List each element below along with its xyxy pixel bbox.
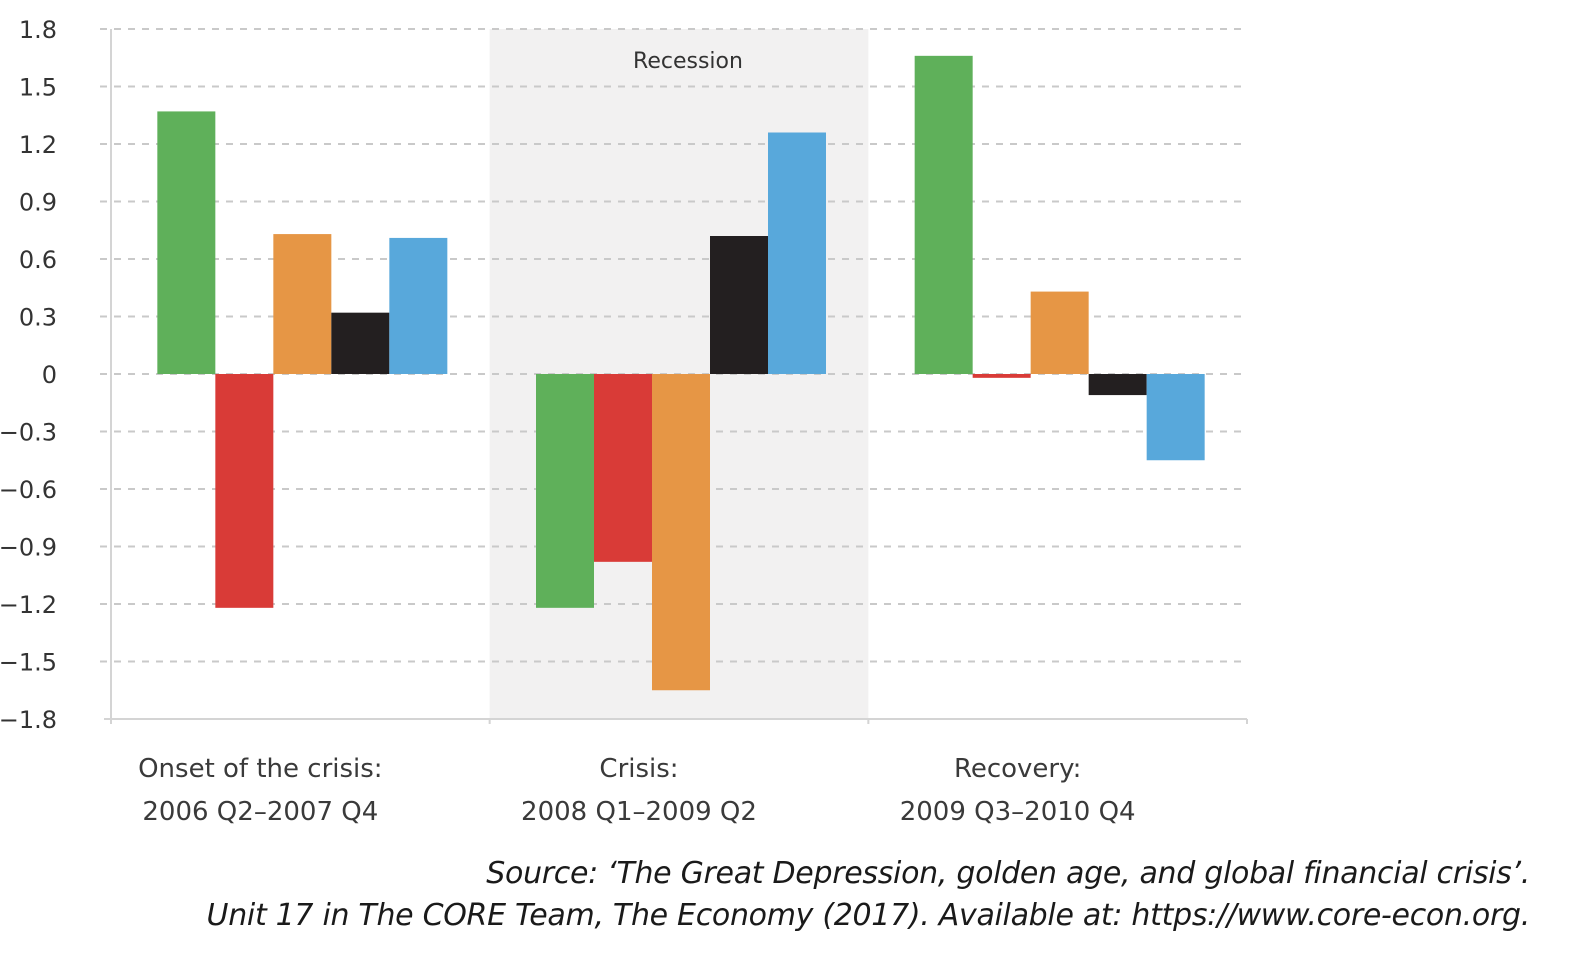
y-tick-label: −1.5 <box>0 649 57 677</box>
axes <box>104 29 1248 724</box>
y-tick-label: −0.9 <box>0 534 57 562</box>
y-tick-label: 0.6 <box>19 246 57 274</box>
category-labels: Onset of the crisis: 2006 Q2–2007 Q4 Crisi… <box>138 754 1136 827</box>
bar-231f20 <box>331 312 390 374</box>
y-tick-label: 1.5 <box>19 74 57 102</box>
source-citation-line-1: Source: ‘The Great Depression, golden ag… <box>486 856 1530 891</box>
y-tick-label: 0 <box>42 361 57 389</box>
bar-58a8db <box>768 132 826 374</box>
bars <box>157 55 1205 691</box>
bar-231f20 <box>1088 374 1147 396</box>
y-tick-label: −1.2 <box>0 591 57 619</box>
y-tick-label: −0.3 <box>0 419 57 447</box>
bar-e69645 <box>1030 291 1089 374</box>
bar-e69645 <box>273 234 332 374</box>
category-label-line-2: 2006 Q2–2007 Q4 <box>142 797 378 827</box>
bar-d93b37 <box>594 374 652 562</box>
y-tick-label: 1.2 <box>19 131 57 159</box>
bar-e69645 <box>652 374 710 691</box>
bar-d93b37 <box>215 374 274 608</box>
bar-5fb05a <box>157 111 216 375</box>
y-axis-ticks: 1.8 1.5 1.2 0.9 0.6 0.3 0 −0.3 −0.6 −0.9 −1.2 −1.5 −… <box>0 16 57 734</box>
category-label-line-2: 2008 Q1–2009 Q2 <box>521 797 757 827</box>
recession-label: Recession <box>633 49 743 74</box>
bar-chart: Recession 1.8 1.5 1.2 0.9 0.6 0.3 0 −0.3 −0.6 −0.… <box>0 16 1248 827</box>
category-label-line-1: Recovery: <box>954 754 1081 784</box>
y-tick-label: 1.8 <box>19 16 57 44</box>
category-label-line-1: Onset of the crisis: <box>138 754 383 784</box>
y-tick-label: −1.8 <box>0 706 57 734</box>
y-tick-label: −0.6 <box>0 476 57 504</box>
bar-d93b37 <box>972 374 1031 378</box>
bar-58a8db <box>389 237 448 374</box>
y-tick-label: 0.3 <box>19 304 57 332</box>
source-citation-line-2: Unit 17 in The CORE Team, The Economy (2… <box>206 898 1531 933</box>
bar-5fb05a <box>536 374 594 608</box>
bar-231f20 <box>710 236 768 374</box>
bar-5fb05a <box>914 55 973 374</box>
bar-58a8db <box>1146 374 1205 461</box>
y-tick-label: 0.9 <box>19 189 57 217</box>
category-label-line-1: Crisis: <box>599 754 678 784</box>
category-label-line-2: 2009 Q3–2010 Q4 <box>900 797 1136 827</box>
